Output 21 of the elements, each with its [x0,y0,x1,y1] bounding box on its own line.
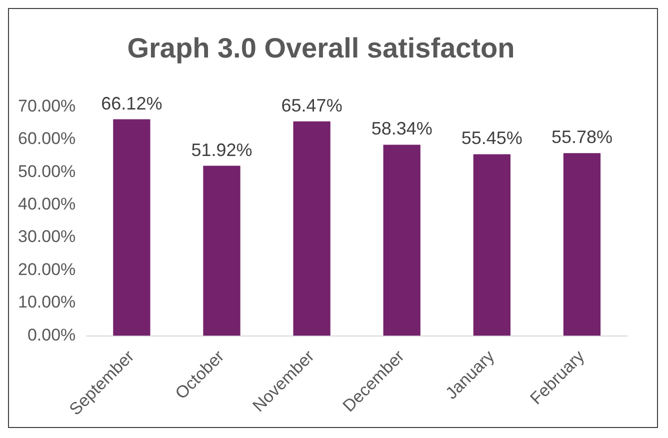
data-label: 51.92% [191,140,252,160]
chart-title: Graph 3.0 Overall satisfacton [127,32,515,64]
y-tick-label: 60.00% [18,129,76,148]
bar [203,166,240,336]
bar [563,153,601,336]
y-tick-label: 50.00% [18,162,76,181]
data-label: 55.45% [461,128,522,148]
y-tick-label: 10.00% [18,292,76,312]
data-label: 58.34% [371,118,432,139]
bar [383,144,420,336]
y-tick-label: 0.00% [27,325,76,344]
data-label: 66.12% [101,93,162,114]
data-label: 65.47% [281,95,342,116]
y-tick-label: 30.00% [18,227,76,246]
bar [473,154,510,336]
bar [293,121,330,336]
data-label: 55.78% [551,127,613,148]
y-tick-label: 40.00% [18,194,76,214]
bar [113,119,150,336]
y-tick-label: 70.00% [18,96,76,116]
y-tick-label: 20.00% [18,260,76,279]
